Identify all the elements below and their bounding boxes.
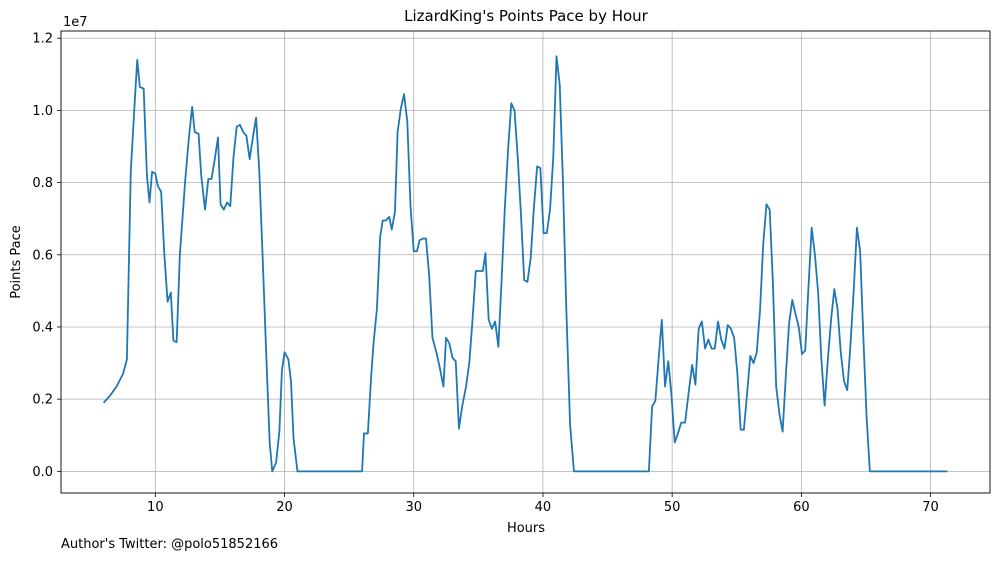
x-tick-label: 50 [664, 500, 681, 515]
y-tick-label: 0.4 [32, 320, 53, 335]
x-tick-label: 60 [793, 500, 810, 515]
grid-lines [61, 31, 990, 493]
x-tick-label: 20 [276, 500, 293, 515]
author-footer: Author's Twitter: @polo51852166 [61, 537, 279, 552]
y-tick-label: 1.0 [32, 104, 53, 119]
points-pace-line [102, 55, 948, 473]
x-tick-label: 30 [405, 500, 422, 515]
x-tick-label: 70 [922, 500, 939, 515]
y-tick-label: 0.8 [32, 176, 53, 191]
y-tick-label: 0.2 [32, 393, 53, 408]
x-tick-label: 40 [535, 500, 552, 515]
x-tick-label: 10 [147, 500, 164, 515]
y-axis-ticks: 0.0 0.2 0.4 0.6 0.8 1.0 1.2 [32, 32, 61, 480]
y-axis-scale-label: 1e7 [63, 15, 88, 30]
plot-frame [60, 30, 991, 494]
chart-title: LizardKing's Points Pace by Hour [404, 7, 649, 25]
y-axis-label: Points Pace [9, 225, 24, 299]
y-tick-label: 0.0 [32, 465, 53, 480]
y-tick-label: 1.2 [32, 32, 53, 47]
x-axis-ticks: 10 20 30 40 50 60 70 [147, 493, 939, 515]
x-axis-label: Hours [507, 521, 545, 536]
series-layer [102, 55, 948, 473]
y-tick-label: 0.6 [32, 248, 53, 263]
